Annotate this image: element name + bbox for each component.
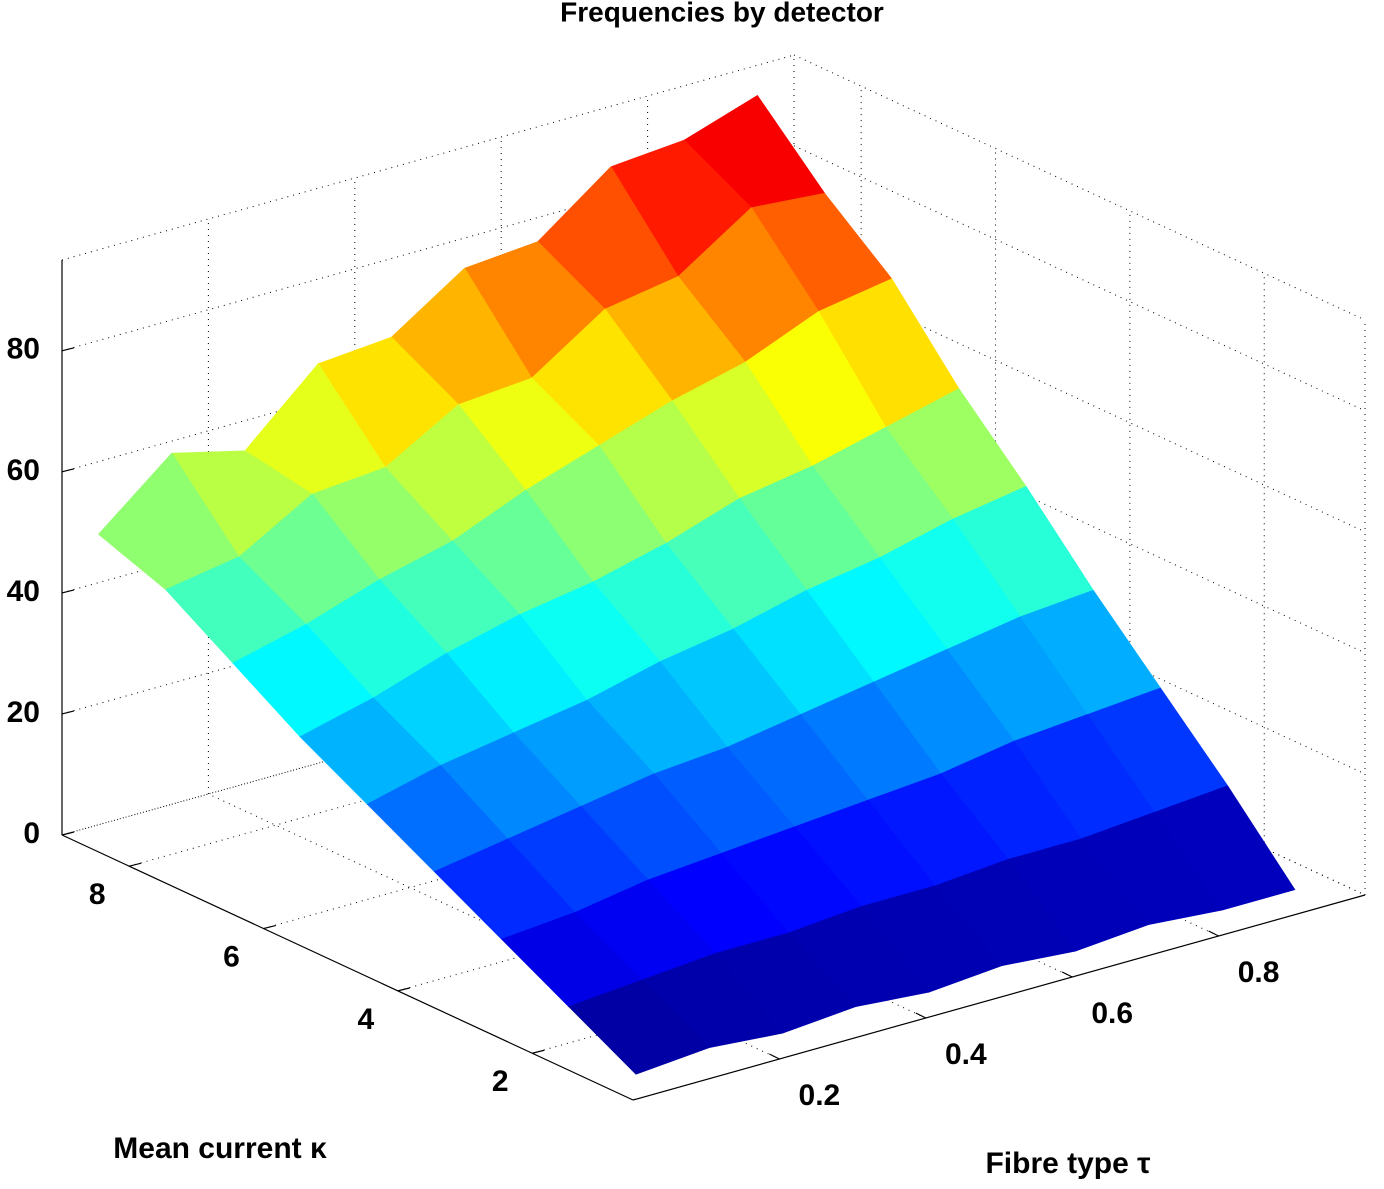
z-tick	[61, 710, 75, 715]
y-tick	[1208, 930, 1219, 937]
x-tick	[397, 987, 411, 992]
grid-line	[61, 508, 795, 715]
x-tick	[129, 862, 142, 867]
z-tick-label: 20	[7, 696, 40, 729]
z-tick	[61, 347, 75, 352]
y-tick	[1061, 971, 1073, 978]
z-tick	[61, 589, 75, 594]
x-tick-label: 6	[223, 940, 240, 973]
x-tick-label: 4	[358, 1003, 375, 1036]
grid-line	[129, 660, 862, 867]
y-tick	[915, 1012, 927, 1019]
y-tick	[769, 1053, 780, 1060]
x-axis-label: Mean current κ	[113, 1132, 327, 1165]
z-tick	[61, 831, 75, 836]
z-tick-label: 40	[7, 575, 40, 608]
y-tick-label: 0.4	[945, 1038, 987, 1071]
box-edge	[61, 54, 795, 261]
y-tick-label: 0.6	[1091, 997, 1133, 1030]
grid-line	[263, 723, 996, 930]
grid-line	[61, 145, 795, 352]
grid-line	[61, 266, 795, 473]
x-tick	[532, 1049, 545, 1054]
x-tick	[263, 924, 276, 930]
x-tick-label: 8	[89, 878, 106, 911]
z-tick	[61, 468, 75, 473]
grid-line	[61, 629, 795, 836]
z-tick-label: 60	[7, 454, 40, 487]
z-tick-label: 0	[23, 817, 40, 850]
y-axis-label: Fibre type τ	[985, 1147, 1150, 1180]
surface-cell	[568, 979, 710, 1075]
z-tick-label: 80	[7, 333, 40, 366]
y-tick-label: 0.8	[1238, 956, 1280, 989]
y-tick-label: 0.2	[799, 1079, 841, 1112]
x-tick-label: 2	[492, 1065, 509, 1098]
chart-title: Frequencies by detector	[560, 0, 884, 27]
y-axis	[632, 894, 1366, 1101]
x-axis	[61, 834, 634, 1101]
